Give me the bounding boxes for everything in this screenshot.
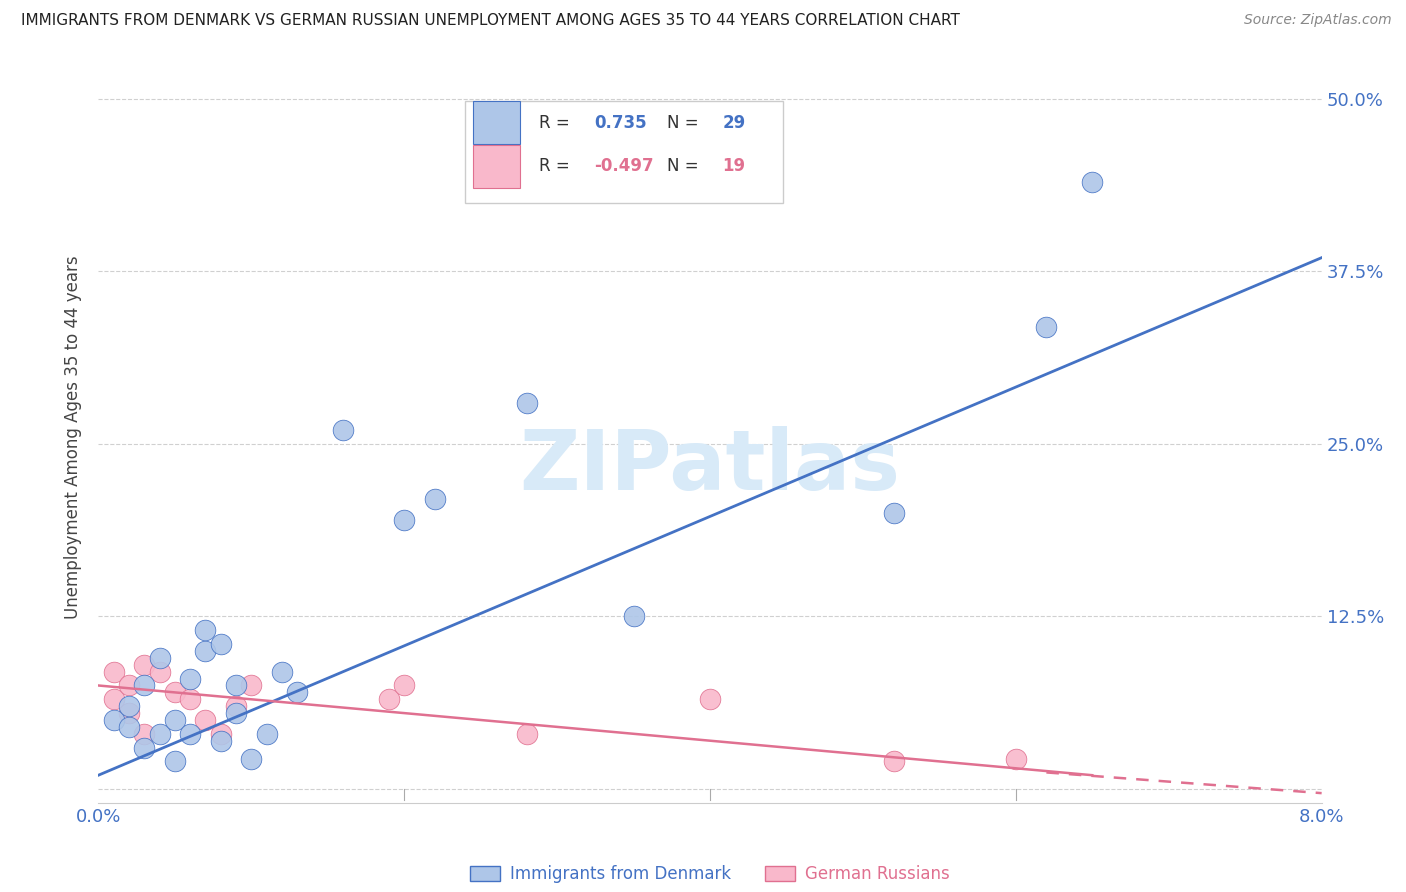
- Point: [134, 657, 156, 672]
- Point: [118, 699, 141, 714]
- Point: [179, 672, 201, 686]
- Point: [256, 727, 278, 741]
- Point: [209, 727, 232, 741]
- FancyBboxPatch shape: [465, 101, 783, 203]
- Point: [149, 651, 172, 665]
- Text: N =: N =: [668, 158, 699, 176]
- Point: [103, 713, 125, 727]
- Point: [240, 751, 263, 765]
- Text: 29: 29: [723, 113, 745, 131]
- Text: N =: N =: [668, 113, 699, 131]
- Text: Source: ZipAtlas.com: Source: ZipAtlas.com: [1244, 13, 1392, 28]
- Point: [883, 506, 905, 520]
- Point: [103, 692, 125, 706]
- Point: [209, 637, 232, 651]
- Point: [149, 665, 172, 679]
- Point: [392, 513, 416, 527]
- Point: [392, 678, 416, 692]
- Point: [163, 685, 186, 699]
- Point: [134, 740, 156, 755]
- FancyBboxPatch shape: [472, 145, 520, 187]
- Legend: Immigrants from Denmark, German Russians: Immigrants from Denmark, German Russians: [464, 858, 956, 889]
- Point: [149, 727, 172, 741]
- Text: -0.497: -0.497: [593, 158, 654, 176]
- Point: [332, 423, 354, 437]
- Point: [134, 727, 156, 741]
- Point: [118, 678, 141, 692]
- Text: R =: R =: [538, 113, 569, 131]
- Point: [516, 727, 538, 741]
- Point: [285, 685, 308, 699]
- Text: 0.735: 0.735: [593, 113, 647, 131]
- Point: [118, 706, 141, 720]
- Point: [623, 609, 645, 624]
- Point: [225, 678, 247, 692]
- Text: R =: R =: [538, 158, 569, 176]
- Text: 19: 19: [723, 158, 745, 176]
- Point: [163, 713, 186, 727]
- Point: [163, 755, 186, 769]
- Point: [209, 733, 232, 747]
- Point: [1004, 751, 1026, 765]
- Point: [179, 692, 201, 706]
- Point: [1035, 319, 1057, 334]
- Point: [134, 678, 156, 692]
- Point: [118, 720, 141, 734]
- Point: [270, 665, 294, 679]
- Point: [225, 699, 247, 714]
- Point: [194, 713, 217, 727]
- Point: [699, 692, 721, 706]
- Text: ZIPatlas: ZIPatlas: [520, 425, 900, 507]
- Y-axis label: Unemployment Among Ages 35 to 44 years: Unemployment Among Ages 35 to 44 years: [65, 255, 83, 619]
- FancyBboxPatch shape: [472, 101, 520, 144]
- Point: [103, 665, 125, 679]
- Point: [1081, 175, 1104, 189]
- Point: [194, 624, 217, 638]
- Point: [194, 644, 217, 658]
- Point: [225, 706, 247, 720]
- Point: [179, 727, 201, 741]
- Text: IMMIGRANTS FROM DENMARK VS GERMAN RUSSIAN UNEMPLOYMENT AMONG AGES 35 TO 44 YEARS: IMMIGRANTS FROM DENMARK VS GERMAN RUSSIA…: [21, 13, 960, 29]
- Point: [240, 678, 263, 692]
- Point: [378, 692, 401, 706]
- Point: [423, 492, 446, 507]
- Point: [516, 395, 538, 409]
- Point: [883, 755, 905, 769]
